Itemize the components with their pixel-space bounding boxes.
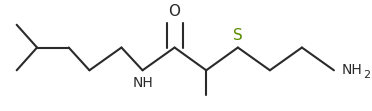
Text: NH: NH [342,63,363,77]
Text: O: O [169,4,180,19]
Text: S: S [233,28,243,43]
Text: NH: NH [132,76,153,90]
Text: 2: 2 [363,70,370,80]
